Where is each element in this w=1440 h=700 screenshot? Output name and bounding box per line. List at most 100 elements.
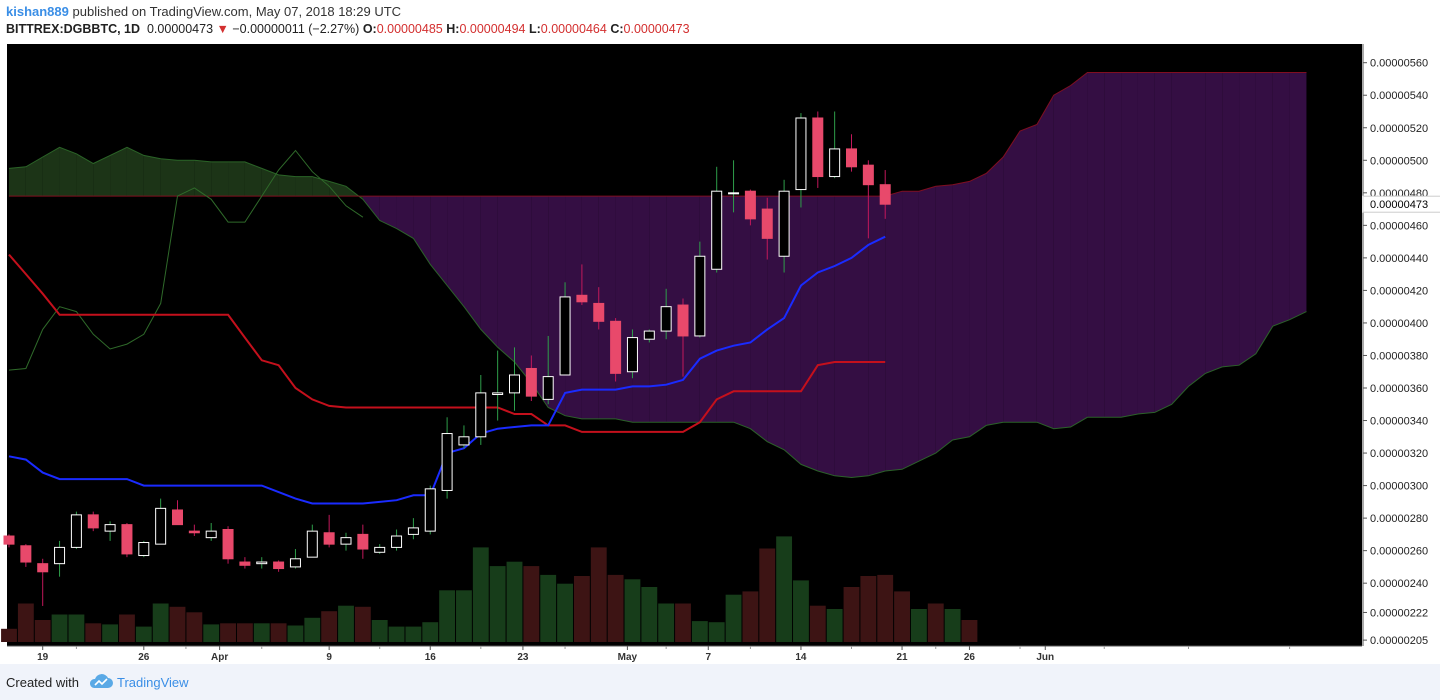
cloud-segment: [447, 196, 464, 307]
cloud-segment: [244, 161, 262, 197]
volume-bar: [51, 614, 68, 642]
cloud-segment: [1222, 72, 1240, 367]
cloud-segment: [1104, 72, 1122, 418]
cloud-segment: [160, 158, 178, 197]
volume-bar: [304, 617, 321, 642]
cloud-segment: [986, 157, 1004, 426]
ohlc-legend: BITTREX:DGBBTC, 1D 0.00000473 ▼ −0.00000…: [6, 22, 690, 36]
up-candle: [306, 530, 318, 558]
volume-bar: [624, 579, 641, 642]
cloud-segment: [312, 176, 330, 197]
cloud-segment: [430, 196, 448, 286]
cloud-segment: [396, 196, 414, 239]
volume-bar: [927, 603, 944, 642]
cloud-segment: [1053, 85, 1071, 429]
up-candle: [509, 374, 520, 394]
volume-bar: [270, 623, 287, 642]
volume-bar: [287, 625, 304, 642]
cloud-segment: [329, 181, 346, 197]
cloud-segment: [918, 186, 936, 462]
down-candle: [323, 532, 335, 545]
up-candle: [424, 488, 436, 532]
down-candle: [3, 535, 15, 545]
volume-bar: [573, 576, 590, 642]
down-candle: [87, 514, 99, 529]
down-candle: [576, 294, 588, 303]
cloud-segment: [211, 161, 229, 197]
down-candle: [222, 529, 234, 560]
volume-bar: [489, 566, 506, 642]
up-candle: [542, 376, 554, 400]
cloud-segment: [885, 191, 903, 471]
up-candle: [778, 190, 790, 257]
time-tick-label: Jun: [1036, 652, 1054, 663]
volume-bar: [119, 614, 135, 642]
volume-bar: [253, 623, 270, 642]
open-value: 0.00000485: [376, 22, 443, 36]
up-candle: [492, 392, 504, 396]
volume-bar: [68, 614, 85, 642]
price-tick-label: 0.00000222: [1370, 607, 1428, 619]
cloud-segment: [1205, 72, 1223, 374]
volume-bar: [338, 605, 354, 642]
up-candle: [728, 192, 740, 195]
down-candle: [37, 563, 49, 573]
cloud-segment: [531, 196, 549, 408]
senkou-span-b-line: [9, 72, 1307, 197]
cloud-segment: [1171, 72, 1189, 405]
cloud-segment: [1121, 72, 1138, 418]
time-tick-label: 7: [705, 652, 711, 663]
cloud-segment: [413, 196, 431, 265]
author-link[interactable]: kishan889: [6, 4, 69, 19]
volume-bar: [691, 621, 708, 642]
volume-bar: [405, 626, 422, 642]
low-label: L:: [528, 22, 541, 36]
down-candle: [593, 302, 605, 322]
tradingview-link[interactable]: TradingView: [117, 675, 189, 690]
volume-bar: [422, 622, 439, 642]
price-tick-label: 0.00000440: [1370, 253, 1428, 265]
cloud-segment: [93, 155, 111, 197]
up-candle: [256, 561, 268, 565]
footer: Created with TradingView: [0, 664, 1440, 700]
up-candle: [660, 306, 672, 332]
volume-bar: [675, 603, 691, 642]
cloud-segment: [1087, 72, 1105, 418]
volume-bar: [725, 594, 742, 642]
cloud-segment: [581, 196, 599, 419]
volume-bar: [961, 620, 978, 642]
down-candle: [744, 190, 756, 220]
volume-bar: [236, 623, 253, 642]
cloud-segment: [362, 196, 380, 221]
volume-bar: [1, 628, 17, 642]
down-candle: [188, 530, 200, 534]
cloud-segment: [278, 174, 296, 197]
cloud-logo-icon[interactable]: [88, 674, 114, 690]
volume-bar: [220, 623, 236, 642]
up-candle: [475, 392, 487, 438]
cloud-segment: [817, 196, 835, 476]
current-price-box: [1362, 195, 1440, 213]
volume-bar: [557, 583, 573, 642]
close-value: 0.00000473: [623, 22, 690, 36]
price-tick-label: 0.00000205: [1370, 635, 1428, 647]
price-change: −0.00000011 (−2.27%): [232, 22, 360, 36]
up-candle: [138, 542, 150, 557]
time-tick-label: 16: [425, 652, 437, 663]
cloud-segment: [25, 157, 43, 197]
close-label: C:: [610, 22, 624, 36]
volume-bar: [742, 591, 759, 642]
volume-bar: [843, 587, 860, 642]
volume-bar: [135, 626, 152, 642]
down-candle: [172, 509, 183, 526]
cloud-segment: [750, 196, 768, 442]
chart-area[interactable]: 0.00000560 0.00000540 0.00000520 0.00000500…: [0, 42, 1440, 664]
price-chart[interactable]: 0.00000560 0.00000540 0.00000520 0.00000500…: [0, 42, 1440, 664]
down-candle: [879, 184, 891, 205]
up-candle: [104, 524, 116, 532]
volume-bar: [910, 609, 927, 642]
volume-bar: [102, 624, 119, 642]
price-tick-label: 0.00000560: [1370, 58, 1428, 70]
chikou-span-line: [8, 149, 364, 371]
up-candle: [407, 527, 419, 535]
